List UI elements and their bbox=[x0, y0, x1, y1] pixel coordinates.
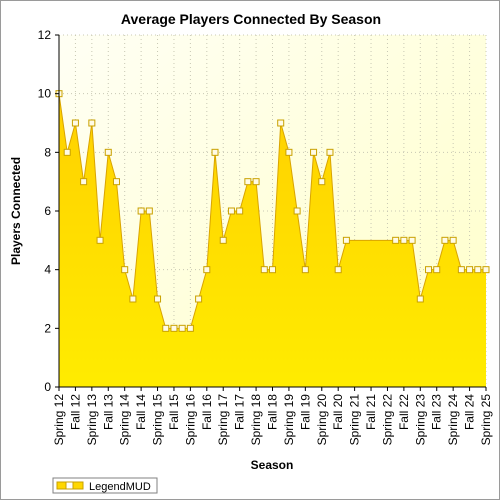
y-tick-label: 8 bbox=[44, 145, 51, 159]
x-tick-label: Spring 21 bbox=[348, 394, 362, 446]
data-point[interactable] bbox=[416, 295, 424, 303]
series-area-legendmud bbox=[59, 93, 486, 388]
x-tick-label: Fall 20 bbox=[331, 394, 345, 430]
data-point[interactable] bbox=[482, 266, 490, 274]
data-point[interactable] bbox=[96, 236, 104, 244]
legend-marker bbox=[65, 481, 74, 490]
y-tick-label: 10 bbox=[38, 87, 52, 101]
data-point[interactable] bbox=[203, 266, 211, 274]
data-point[interactable] bbox=[269, 266, 276, 274]
data-point[interactable] bbox=[449, 236, 457, 244]
chart-title: Average Players Connected By Season bbox=[121, 11, 381, 27]
x-tick-label: Spring 24 bbox=[446, 394, 460, 446]
x-tick-label: Fall 16 bbox=[200, 394, 214, 430]
data-point[interactable] bbox=[137, 207, 145, 215]
data-point[interactable] bbox=[244, 178, 252, 186]
data-point[interactable] bbox=[80, 178, 88, 186]
data-point[interactable] bbox=[474, 266, 482, 274]
x-tick-label: Spring 23 bbox=[413, 394, 427, 446]
x-tick-label: Fall 12 bbox=[68, 394, 82, 430]
data-point[interactable] bbox=[211, 148, 219, 156]
data-point[interactable] bbox=[112, 178, 120, 186]
y-axis-title: Players Connected bbox=[9, 157, 23, 265]
data-point[interactable] bbox=[178, 324, 186, 332]
data-point[interactable] bbox=[408, 236, 416, 244]
x-tick-label: Spring 20 bbox=[315, 394, 329, 446]
y-tick-label: 12 bbox=[38, 28, 52, 42]
x-tick-label: Spring 14 bbox=[118, 394, 132, 446]
x-axis-title: Season bbox=[251, 458, 294, 472]
data-point[interactable] bbox=[334, 266, 342, 274]
data-point[interactable] bbox=[425, 266, 433, 274]
x-tick-label: Fall 18 bbox=[266, 394, 280, 430]
x-tick-label: Spring 13 bbox=[85, 394, 99, 446]
data-point[interactable] bbox=[441, 236, 449, 244]
x-tick-label: Fall 21 bbox=[364, 394, 378, 430]
x-tick-label: Spring 16 bbox=[183, 394, 197, 446]
x-tick-label: Spring 18 bbox=[249, 394, 263, 446]
data-point[interactable] bbox=[400, 236, 408, 244]
data-point[interactable] bbox=[145, 207, 153, 215]
data-point[interactable] bbox=[195, 295, 203, 303]
data-point[interactable] bbox=[154, 295, 162, 303]
data-point[interactable] bbox=[301, 266, 309, 274]
legend-label-legendmud: LegendMUD bbox=[89, 481, 151, 493]
x-tick-label: Fall 19 bbox=[298, 394, 312, 430]
data-point[interactable] bbox=[466, 266, 474, 274]
data-point[interactable] bbox=[433, 266, 441, 274]
data-point[interactable] bbox=[326, 148, 334, 156]
legend[interactable]: LegendMUD bbox=[52, 477, 158, 494]
y-tick-label: 4 bbox=[44, 263, 51, 277]
data-point[interactable] bbox=[252, 178, 260, 186]
y-tick-label: 2 bbox=[44, 321, 51, 335]
y-tick-label: 0 bbox=[44, 380, 51, 394]
y-axis-ticks: 0 2 4 6 8 10 12 bbox=[38, 28, 59, 394]
data-point[interactable] bbox=[170, 324, 178, 332]
data-point[interactable] bbox=[186, 324, 194, 332]
y-tick-label: 6 bbox=[44, 204, 51, 218]
x-tick-label: Spring 17 bbox=[216, 394, 230, 446]
data-point[interactable] bbox=[342, 236, 350, 244]
data-point[interactable] bbox=[121, 266, 129, 274]
data-point[interactable] bbox=[392, 236, 400, 244]
x-tick-label: Spring 22 bbox=[380, 394, 394, 446]
data-point[interactable] bbox=[227, 207, 235, 215]
data-point[interactable] bbox=[285, 148, 293, 156]
data-point[interactable] bbox=[129, 295, 137, 303]
data-point[interactable] bbox=[318, 178, 326, 186]
data-point[interactable] bbox=[162, 324, 170, 332]
data-point[interactable] bbox=[88, 119, 96, 127]
x-tick-label: Fall 22 bbox=[397, 394, 411, 430]
series-markers bbox=[55, 90, 490, 332]
x-tick-label: Spring 19 bbox=[282, 394, 296, 446]
x-axis-ticks: Spring 12 Fall 12 Spring 13 Fall 13 Spring 1… bbox=[52, 387, 493, 445]
x-tick-label: Fall 23 bbox=[430, 394, 444, 430]
data-point[interactable] bbox=[63, 148, 71, 156]
x-tick-label: Fall 13 bbox=[101, 394, 115, 430]
x-tick-label: Fall 17 bbox=[233, 394, 247, 430]
x-tick-label: Fall 24 bbox=[463, 394, 477, 430]
data-point[interactable] bbox=[71, 119, 79, 127]
x-tick-label: Spring 25 bbox=[479, 394, 493, 446]
data-point[interactable] bbox=[219, 236, 227, 244]
data-point[interactable] bbox=[277, 119, 285, 127]
series-line-legendmud bbox=[58, 93, 486, 329]
x-tick-label: Fall 15 bbox=[167, 394, 181, 430]
data-point[interactable] bbox=[293, 207, 301, 215]
data-point[interactable] bbox=[104, 148, 112, 156]
x-tick-label: Fall 14 bbox=[134, 394, 148, 430]
x-tick-label: Spring 12 bbox=[52, 394, 66, 446]
data-point[interactable] bbox=[457, 266, 465, 274]
data-point[interactable] bbox=[236, 207, 244, 215]
data-point[interactable] bbox=[260, 266, 268, 274]
data-point[interactable] bbox=[310, 148, 318, 156]
x-tick-label: Spring 15 bbox=[151, 394, 165, 446]
